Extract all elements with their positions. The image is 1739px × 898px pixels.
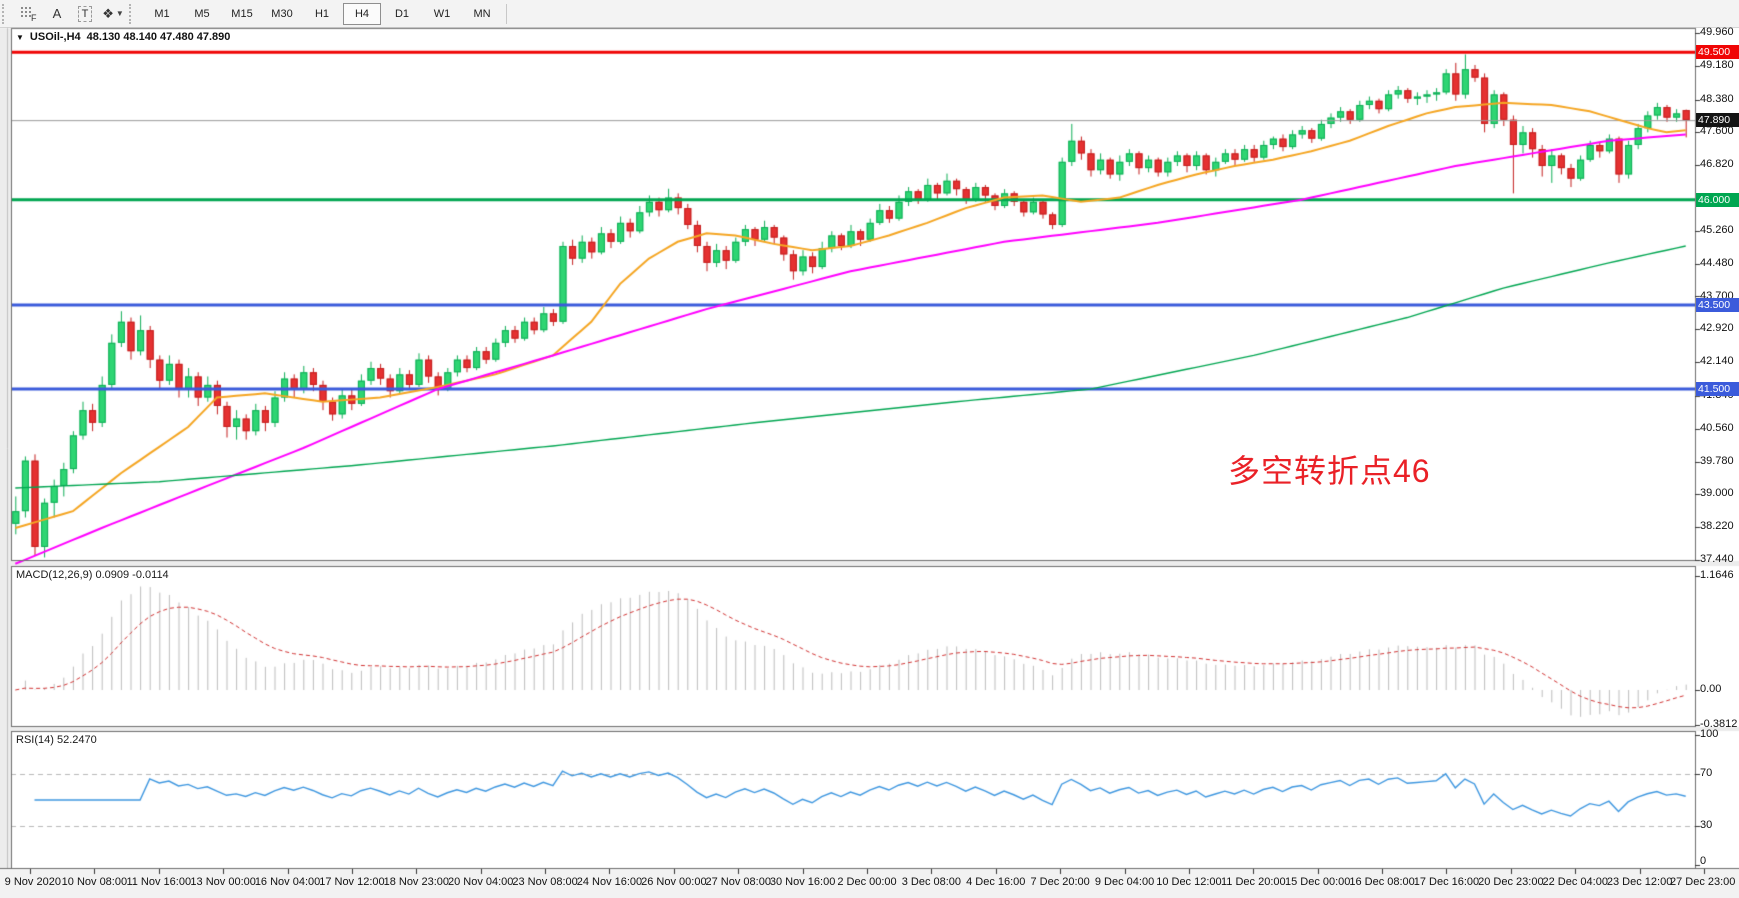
price-tick-label: 46.820 <box>1700 158 1734 171</box>
current-price-label: 47.890 <box>1696 113 1739 128</box>
time-axis-label: 18 Nov 23:00 <box>383 876 450 888</box>
time-axis-label: 17 Nov 12:00 <box>319 876 385 888</box>
chart-ohlc-values: 48.130 48.140 47.480 47.890 <box>86 31 231 43</box>
symbol-dropdown-icon[interactable]: ▼ <box>16 32 24 42</box>
time-axis-label: 22 Dec 04:00 <box>1542 876 1608 888</box>
price-tick-label: 48.380 <box>1700 92 1734 105</box>
macd-name: MACD(12,26,9) <box>16 569 93 581</box>
price-tick-label: 44.480 <box>1700 256 1734 269</box>
rsi-tick-label: 100 <box>1700 728 1719 740</box>
time-axis-label: 2 Dec 00:00 <box>837 876 897 888</box>
time-axis-label: 26 Nov 00:00 <box>641 876 707 888</box>
price-tick-label: 39.000 <box>1700 487 1734 500</box>
time-axis-label: 7 Dec 20:00 <box>1030 876 1090 888</box>
price-tick-label: 42.140 <box>1700 355 1734 368</box>
price-tick-label: 40.560 <box>1700 421 1734 434</box>
macd-tick-label: -0.3812 <box>1700 718 1738 730</box>
time-axis-label: 27 Nov 08:00 <box>705 876 771 888</box>
price-tick-label: 38.220 <box>1700 520 1734 533</box>
time-axis-label: 16 Nov 04:00 <box>254 876 321 888</box>
hline-price-label: 43.500 <box>1696 297 1739 312</box>
time-axis-label: 4 Dec 16:00 <box>966 876 1026 888</box>
time-axis-label: 15 Dec 00:00 <box>1284 876 1351 888</box>
time-axis-label: 20 Nov 04:00 <box>447 876 514 888</box>
rsi-tick-label: 70 <box>1700 767 1713 779</box>
price-tick-label: 47.600 <box>1700 125 1734 138</box>
time-axis-label: 3 Dec 08:00 <box>901 876 962 888</box>
time-axis-label: 30 Nov 16:00 <box>769 876 836 888</box>
chart-symbol-period: USOil-,H4 <box>29 31 81 43</box>
rsi-tick-label: 0 <box>1700 855 1707 867</box>
price-tick-label: 39.780 <box>1700 454 1734 467</box>
macd-tick-label: 1.1646 <box>1700 569 1734 581</box>
hline-price-label: 41.500 <box>1696 382 1739 397</box>
time-axis-label: 11 Dec 20:00 <box>1220 876 1286 888</box>
time-axis-label: 13 Nov 00:00 <box>190 876 256 888</box>
chart-text-annotation[interactable]: 多空转折点46 <box>1228 453 1431 489</box>
price-tick-label: 42.920 <box>1700 322 1734 335</box>
price-tick-label: 49.960 <box>1700 26 1734 38</box>
price-tick-label: 37.440 <box>1700 553 1734 565</box>
chart-title: ▼ USOil-,H4 48.130 48.140 47.480 47.890 <box>16 31 230 43</box>
rsi-name: RSI(14) <box>16 734 54 746</box>
hline-price-label: 46.000 <box>1696 192 1739 207</box>
price-tick-label: 49.180 <box>1700 58 1734 71</box>
price-tick-label: 45.260 <box>1700 223 1734 236</box>
macd-tick-label: 0.00 <box>1700 683 1722 695</box>
time-axis-label: 10 Nov 08:00 <box>61 876 128 888</box>
time-axis-label: 11 Nov 16:00 <box>126 876 192 888</box>
rsi-tick-label: 30 <box>1700 819 1713 831</box>
time-axis-label: 27 Dec 23:00 <box>1669 876 1736 888</box>
time-axis-label: 16 Dec 08:00 <box>1349 876 1415 888</box>
time-axis-label: 9 Nov 2020 <box>4 876 61 888</box>
rsi-indicator-label: RSI(14) 52.2470 <box>16 734 97 746</box>
time-axis-label: 9 Dec 04:00 <box>1094 876 1155 888</box>
time-axis-label: 17 Dec 16:00 <box>1413 876 1480 888</box>
time-axis-label: 23 Dec 12:00 <box>1606 876 1673 888</box>
time-axis-label: 24 Nov 16:00 <box>576 876 643 888</box>
macd-values: 0.0909 -0.0114 <box>95 569 169 581</box>
time-axis-label: 23 Nov 08:00 <box>512 876 578 888</box>
rsi-value: 52.2470 <box>56 734 97 746</box>
time-axis-label: 20 Dec 23:00 <box>1478 876 1544 888</box>
time-axis-label: 10 Dec 12:00 <box>1156 876 1222 888</box>
hline-price-label: 49.500 <box>1696 45 1739 60</box>
macd-indicator-label: MACD(12,26,9) 0.0909 -0.0114 <box>16 569 169 581</box>
